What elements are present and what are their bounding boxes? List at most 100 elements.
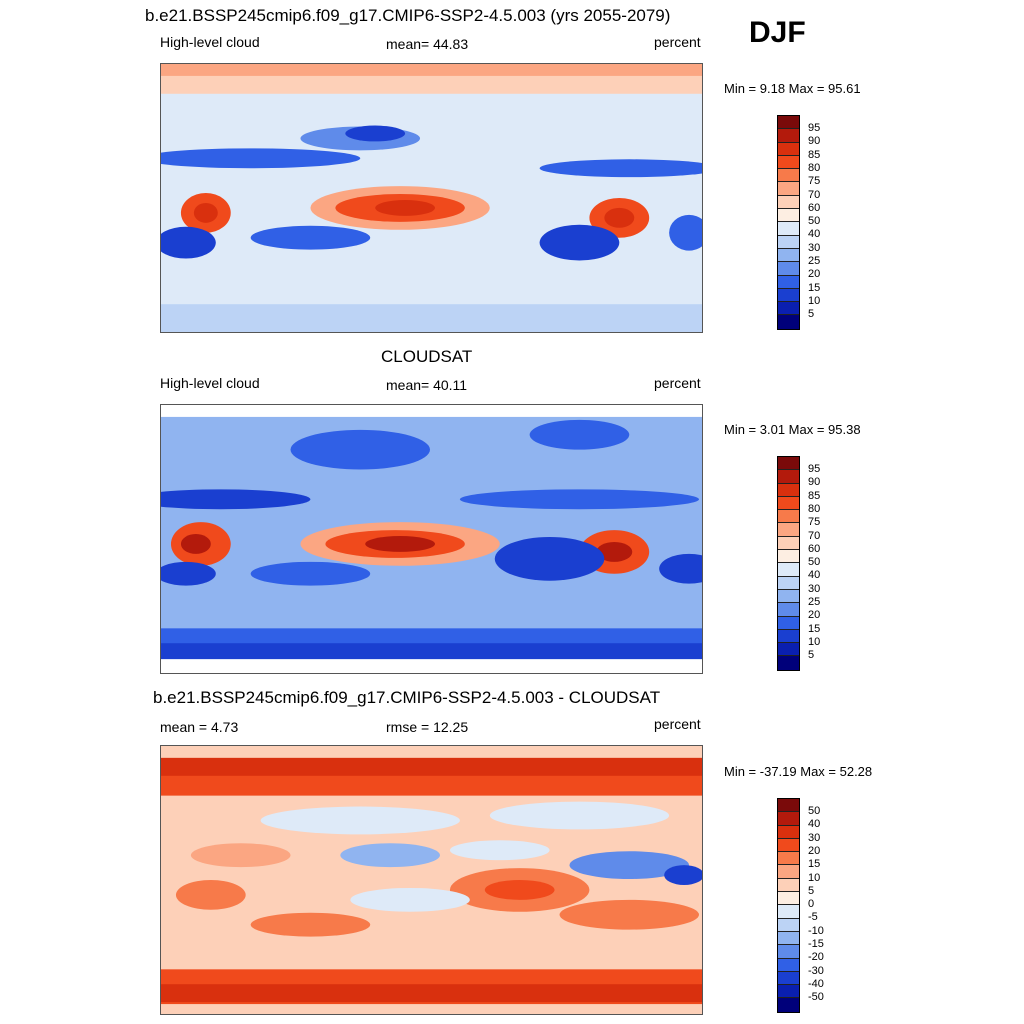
colorbar-swatch [778, 985, 799, 999]
colorbar-swatch [778, 275, 799, 289]
colorbar-label: 10 [808, 635, 821, 648]
season-label: DJF [749, 16, 806, 49]
colorbar-swatch [778, 643, 799, 657]
colorbar-swatch [778, 302, 799, 316]
panel-2-colorbar [777, 456, 800, 671]
colorbar-swatch [778, 209, 799, 223]
colorbar-label: 50 [808, 215, 821, 228]
colorbar-label: 40 [808, 569, 821, 582]
colorbar-label: 5 [808, 308, 815, 321]
colorbar-swatch [778, 998, 799, 1012]
colorbar-label: -15 [808, 938, 824, 950]
panel-2-contour-field [161, 405, 702, 673]
colorbar-swatch [778, 235, 799, 249]
panel-3-map [160, 745, 703, 1015]
colorbar-swatch [778, 195, 799, 210]
colorbar-label: -30 [808, 964, 824, 977]
colorbar-swatch [778, 563, 799, 577]
colorbar-label: 70 [808, 529, 821, 542]
colorbar-label: 50 [808, 556, 821, 569]
panel-3-units-label: percent [654, 716, 701, 732]
panel-2-units-label: percent [654, 375, 701, 391]
colorbar-swatch [778, 483, 799, 497]
panel-1-title: b.e21.BSSP245cmip6.f09_g17.CMIP6-SSP2-4.… [145, 6, 671, 25]
colorbar-swatch [778, 799, 799, 813]
colorbar-swatch [778, 470, 799, 484]
colorbar-label: 30 [808, 241, 821, 254]
colorbar-label: 80 [808, 502, 821, 515]
colorbar-swatch [778, 931, 799, 946]
panel-1-variable-label: High-level cloud [160, 34, 260, 50]
colorbar-label: 0 [808, 898, 815, 911]
colorbar-swatch [778, 865, 799, 879]
colorbar-swatch [778, 550, 799, 564]
colorbar-swatch [778, 918, 799, 932]
colorbar-label: 30 [808, 831, 821, 844]
colorbar-label: 95 [808, 122, 821, 134]
colorbar-swatch [778, 603, 799, 617]
colorbar-swatch [778, 852, 799, 866]
colorbar-swatch [778, 878, 799, 893]
panel-3-contour-field [161, 746, 702, 1014]
colorbar-swatch [778, 905, 799, 919]
colorbar-label: 20 [808, 609, 821, 622]
colorbar-label: 10 [808, 294, 821, 307]
colorbar-swatch [778, 576, 799, 590]
colorbar-label: 25 [808, 255, 821, 267]
colorbar-swatch [778, 892, 799, 906]
colorbar-swatch [778, 222, 799, 236]
panel-3-title: b.e21.BSSP245cmip6.f09_g17.CMIP6-SSP2-4.… [153, 688, 661, 707]
colorbar-label: -5 [808, 911, 818, 924]
panel-1-units-label: percent [654, 34, 701, 50]
colorbar-swatch [778, 825, 799, 839]
colorbar-label: 5 [808, 649, 815, 662]
panel-2-title: CLOUDSAT [381, 347, 473, 366]
colorbar-swatch [778, 155, 799, 170]
colorbar-label: 90 [808, 476, 821, 489]
panel-2-mean-label: mean= 40.11 [386, 377, 468, 393]
colorbar-swatch [778, 116, 799, 130]
colorbar-label: 25 [808, 596, 821, 608]
colorbar-label: 95 [808, 463, 821, 475]
colorbar-swatch [778, 838, 799, 853]
colorbar-swatch [778, 616, 799, 630]
panel-3-mean-label: mean = 4.73 [160, 719, 239, 735]
colorbar-label: -50 [808, 991, 824, 1004]
colorbar-label: 30 [808, 582, 821, 595]
colorbar-swatch [778, 248, 799, 263]
colorbar-label: 75 [808, 516, 821, 529]
panel-2-variable-label: High-level cloud [160, 375, 260, 391]
colorbar-label: 75 [808, 175, 821, 188]
colorbar-label: 20 [808, 268, 821, 281]
colorbar-label: -20 [808, 951, 824, 964]
panel-1-mean-label: mean= 44.83 [386, 36, 469, 52]
colorbar-label: 20 [808, 844, 821, 857]
colorbar-label: 60 [808, 201, 821, 214]
colorbar-swatch [778, 510, 799, 524]
colorbar-swatch [778, 129, 799, 143]
colorbar-swatch [778, 182, 799, 196]
panel-2-map [160, 404, 703, 674]
colorbar-swatch [778, 142, 799, 156]
colorbar-label: 15 [808, 281, 821, 294]
colorbar-label: 10 [808, 871, 821, 884]
colorbar-swatch [778, 315, 799, 329]
colorbar-swatch [778, 523, 799, 537]
colorbar-label: 80 [808, 161, 821, 174]
colorbar-swatch [778, 971, 799, 986]
colorbar-label: -40 [808, 977, 824, 990]
colorbar-swatch [778, 536, 799, 551]
colorbar-swatch [778, 629, 799, 644]
panel-3-minmax: Min = -37.19 Max = 52.28 [724, 764, 873, 779]
colorbar-label: 60 [808, 542, 821, 555]
panel-1-minmax: Min = 9.18 Max = 95.61 [724, 81, 861, 96]
colorbar-swatch [778, 262, 799, 276]
colorbar-swatch [778, 958, 799, 972]
colorbar-swatch [778, 457, 799, 471]
colorbar-label: 90 [808, 135, 821, 148]
colorbar-label: 5 [808, 884, 815, 897]
colorbar-label: 85 [808, 489, 821, 502]
colorbar-swatch [778, 812, 799, 826]
colorbar-label: 15 [808, 858, 821, 871]
panel-3-rmse-label: rmse = 12.25 [386, 719, 469, 735]
